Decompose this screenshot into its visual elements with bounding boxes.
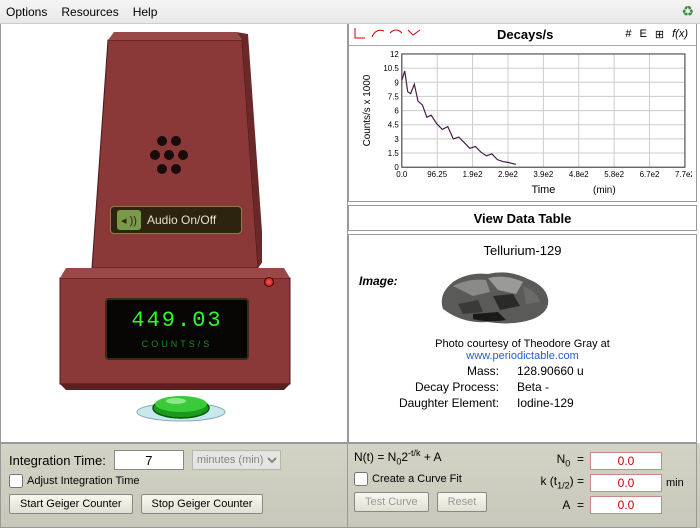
menu-help[interactable]: Help xyxy=(133,5,158,19)
svg-text:(min): (min) xyxy=(593,185,616,196)
k-input[interactable] xyxy=(590,474,662,492)
svg-text:2.9e2: 2.9e2 xyxy=(498,170,518,179)
decay-chart: Decays/s # E ⊞ f(x) 01.534.567.5910.5120… xyxy=(348,24,697,202)
svg-text:0.0: 0.0 xyxy=(396,170,408,179)
svg-text:Time: Time xyxy=(531,184,555,196)
geiger-device: ◂ )) Audio On/Off 449.03 Counts/s xyxy=(56,32,294,427)
chart-title: Decays/s xyxy=(425,27,625,42)
recycle-icon[interactable]: ♻ xyxy=(681,3,694,20)
menu-options[interactable]: Options xyxy=(6,5,47,19)
svg-text:10.5: 10.5 xyxy=(383,64,399,73)
element-name: Tellurium-129 xyxy=(359,243,686,258)
n0-input[interactable] xyxy=(590,452,662,470)
view-data-table-button[interactable]: View Data Table xyxy=(348,205,697,231)
exponent-icon[interactable]: E xyxy=(640,28,647,41)
svg-text:Counts/s x 1000: Counts/s x 1000 xyxy=(362,74,373,146)
sample-dish xyxy=(136,394,226,422)
fit-equation: N(t) = N02-t/k + A xyxy=(354,448,534,466)
integration-time-label: Integration Time: xyxy=(9,453,106,468)
table-icon[interactable]: ⊞ xyxy=(655,28,664,41)
stop-geiger-button[interactable]: Stop Geiger Counter xyxy=(141,494,264,514)
curve1-icon[interactable] xyxy=(371,26,385,43)
curve2-icon[interactable] xyxy=(389,26,403,43)
svg-text:7.7e2: 7.7e2 xyxy=(675,170,692,179)
svg-text:7.5: 7.5 xyxy=(388,92,400,101)
svg-text:3.9e2: 3.9e2 xyxy=(533,170,553,179)
count-unit: Counts/s xyxy=(107,339,247,349)
svg-text:6.7e2: 6.7e2 xyxy=(640,170,660,179)
menu-resources[interactable]: Resources xyxy=(61,5,118,19)
function-icon[interactable]: f(x) xyxy=(672,28,688,41)
svg-text:12: 12 xyxy=(390,50,399,59)
svg-text:3: 3 xyxy=(394,135,399,144)
svg-text:9: 9 xyxy=(394,78,399,87)
count-reading: 449.03 xyxy=(107,308,247,333)
menubar: Options Resources Help ♻ xyxy=(0,0,700,24)
power-led xyxy=(264,277,274,287)
geiger-counter-panel: ◂ )) Audio On/Off 449.03 Counts/s xyxy=(0,24,348,443)
curve-fit-controls: N(t) = N02-t/k + A Create a Curve Fit Te… xyxy=(348,443,697,528)
svg-text:6: 6 xyxy=(394,107,399,116)
adjust-integration-label: Adjust Integration Time xyxy=(27,475,140,487)
audio-toggle-button[interactable]: ◂ )) Audio On/Off xyxy=(110,206,242,234)
lcd-display: 449.03 Counts/s xyxy=(105,298,249,360)
speaker-grille xyxy=(148,134,190,176)
svg-text:96.25: 96.25 xyxy=(427,170,447,179)
reset-fit-button[interactable]: Reset xyxy=(437,492,488,512)
axes-icon[interactable] xyxy=(353,26,367,43)
credit-link[interactable]: www.periodictable.com xyxy=(466,350,579,362)
create-curve-fit-checkbox[interactable] xyxy=(354,472,368,486)
svg-text:4.5: 4.5 xyxy=(388,121,400,130)
svg-text:1.9e2: 1.9e2 xyxy=(463,170,483,179)
grid-icon[interactable]: # xyxy=(625,28,631,41)
image-credit: Photo courtesy of Theodore Gray at www.p… xyxy=(359,338,686,362)
element-image xyxy=(428,264,558,334)
integration-time-input[interactable] xyxy=(114,450,184,470)
a-input[interactable] xyxy=(590,496,662,514)
speaker-icon: ◂ )) xyxy=(117,210,141,230)
svg-text:5.8e2: 5.8e2 xyxy=(604,170,624,179)
image-label: Image: xyxy=(359,274,398,288)
svg-text:4.8e2: 4.8e2 xyxy=(569,170,589,179)
start-geiger-button[interactable]: Start Geiger Counter xyxy=(9,494,133,514)
element-info-panel: Tellurium-129 Image: Photo courtesy of T… xyxy=(348,234,697,443)
create-curve-fit-label: Create a Curve Fit xyxy=(372,473,462,485)
test-curve-button[interactable]: Test Curve xyxy=(354,492,429,512)
svg-text:1.5: 1.5 xyxy=(388,149,400,158)
audio-label: Audio On/Off xyxy=(147,213,216,227)
integration-unit-select[interactable]: minutes (min) xyxy=(192,450,281,470)
integration-controls: Integration Time: minutes (min) Adjust I… xyxy=(0,443,348,528)
curve3-icon[interactable] xyxy=(407,26,421,43)
adjust-integration-checkbox[interactable] xyxy=(9,474,23,488)
